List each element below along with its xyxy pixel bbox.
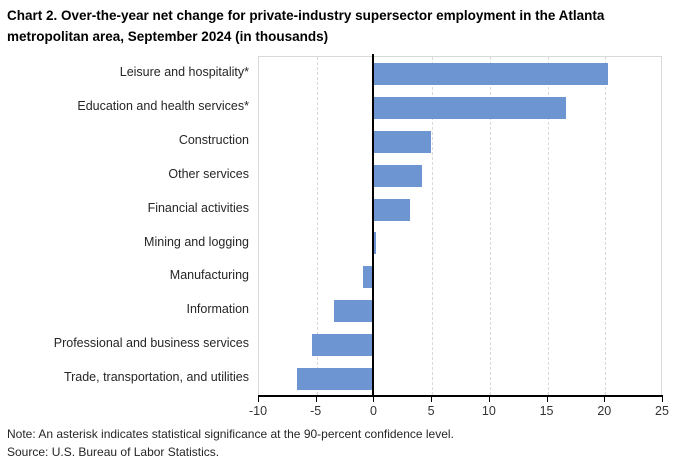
category-label: Information (186, 302, 249, 317)
x-axis-tick (662, 397, 663, 402)
x-axis-tick (258, 397, 259, 402)
x-axis-tick-label: 20 (597, 404, 612, 418)
x-axis-tick-label: 0 (369, 404, 377, 418)
x-axis-tick (315, 397, 317, 402)
x-axis-tick (604, 397, 606, 402)
x-axis-tick-label: 5 (427, 404, 435, 418)
category-label: Other services (168, 166, 249, 181)
gridline (605, 57, 607, 395)
bar-mining-and-logging (374, 232, 376, 255)
x-axis-tick (546, 397, 548, 402)
bar-trade-transportation-and-utilities (297, 368, 375, 391)
category-label: Trade, transportation, and utilities (63, 370, 249, 385)
category-label: Construction (178, 132, 249, 147)
bar-information (334, 300, 375, 323)
plot-area (258, 56, 662, 395)
chart-title: Chart 2. Over-the-year net change for pr… (7, 8, 605, 44)
category-label: Leisure and hospitality* (119, 65, 249, 79)
zero-axis-line (372, 54, 375, 395)
gridline (432, 57, 434, 395)
bar-construction (374, 130, 431, 153)
bar-leisure-and-hospitality (374, 62, 608, 85)
x-axis-tick-label: 15 (539, 404, 554, 418)
bar-financial-activities (374, 198, 411, 221)
x-axis-line (258, 395, 663, 397)
x-axis-tick (373, 397, 375, 402)
category-label: Financial activities (147, 200, 249, 215)
bar-professional-and-business-services (312, 334, 375, 357)
gridline (547, 57, 549, 395)
gridline (316, 57, 318, 395)
bar-education-and-health-services (374, 96, 567, 119)
gridline (489, 57, 491, 395)
category-label: Mining and logging (144, 234, 249, 249)
source-text: Source: U.S. Bureau of Labor Statistics. (7, 445, 220, 459)
note-text: Note: An asterisk indicates statistical … (7, 427, 454, 441)
x-axis-tick-label: 25 (655, 404, 669, 418)
x-axis-tick-label: -5 (310, 404, 322, 418)
bar-manufacturing (362, 266, 375, 289)
category-label: Professional and business services (53, 336, 249, 351)
bar-other-services (374, 164, 422, 187)
x-axis-tick (488, 397, 490, 402)
x-axis-tick-label: -10 (248, 404, 268, 418)
x-axis-tick (431, 397, 433, 402)
x-axis-tick-label: 10 (481, 404, 496, 418)
category-label: Manufacturing (169, 268, 249, 283)
category-label: Education and health services* (77, 98, 249, 113)
